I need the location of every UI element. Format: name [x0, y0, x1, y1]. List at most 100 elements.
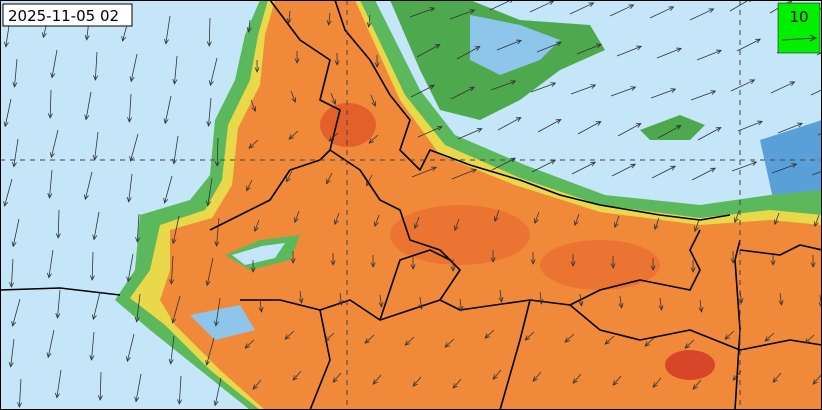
border	[499, 299, 531, 410]
wind-arrow	[246, 179, 253, 192]
wind-arrow	[697, 127, 722, 141]
wind-arrow	[737, 120, 764, 132]
wind-arrow	[214, 297, 221, 327]
wind-arrow	[614, 215, 620, 229]
wind-arrow	[616, 45, 643, 57]
wind-arrow	[91, 291, 101, 321]
wind-arrow	[490, 249, 496, 263]
wind-arrow	[691, 167, 717, 181]
wind-arrow	[657, 125, 682, 139]
wind-arrow	[444, 338, 455, 348]
wind-arrow	[177, 375, 183, 405]
wind-arrow	[366, 174, 373, 187]
wind-arrow	[292, 370, 302, 381]
hot-spot	[320, 103, 376, 147]
wind-arrow	[244, 339, 255, 349]
border	[329, 149, 701, 311]
wind-arrow	[326, 12, 332, 26]
wind-arrow	[694, 219, 700, 233]
wind-arrow	[564, 333, 575, 343]
wind-arrow	[656, 47, 683, 59]
wind-arrow	[658, 297, 664, 311]
wind-arrow	[417, 126, 443, 138]
wind-arrow	[93, 51, 99, 81]
wind-arrow	[252, 379, 262, 390]
wind-arrow	[12, 138, 19, 168]
wind-arrow	[286, 170, 293, 183]
wind-arrow	[770, 81, 796, 94]
gulf-patch	[190, 305, 255, 340]
timestamp: 2025-11-05 02	[8, 7, 119, 25]
wind-arrow	[214, 217, 220, 247]
wind-arrow	[9, 258, 15, 288]
wind-arrow	[812, 374, 822, 385]
wind-arrow	[298, 290, 304, 304]
wind-arrow	[730, 79, 756, 92]
wind-arrow	[374, 214, 380, 228]
wind-arrow	[618, 295, 624, 309]
wind-arrow	[498, 289, 504, 303]
wind-arrow	[250, 99, 257, 113]
wind-arrow	[172, 135, 179, 165]
wind-arrow	[777, 122, 804, 134]
wind-arrow	[404, 336, 415, 346]
hot-spot	[540, 240, 660, 290]
wind-arrow	[206, 97, 212, 127]
wind-arrow	[172, 55, 178, 85]
wind-arrow	[814, 214, 820, 228]
wind-arrow	[684, 339, 695, 349]
wind-arrow	[732, 370, 742, 381]
wind-arrow	[692, 379, 702, 390]
wind-arrow	[497, 117, 522, 131]
wind-arrow	[764, 332, 775, 342]
wind-arrow	[490, 80, 517, 91]
wind-arrow	[731, 161, 758, 172]
precip-east	[640, 115, 705, 140]
wind-arrow	[810, 254, 816, 268]
wind-arrow	[410, 256, 416, 270]
wind-arrow	[338, 292, 344, 306]
wind-arrow	[171, 215, 180, 245]
wind-arrow	[451, 168, 478, 180]
wind-arrow	[374, 54, 380, 68]
border	[734, 239, 741, 410]
inland-patch	[232, 243, 285, 265]
border	[309, 309, 331, 410]
precip-north-blue	[470, 15, 560, 75]
wind-arrow	[294, 50, 300, 64]
wind-arrow	[690, 90, 717, 101]
wind-vectors	[3, 0, 822, 408]
wind-arrow	[290, 90, 297, 104]
wind-arrow	[214, 137, 220, 167]
wind-arrow	[135, 213, 141, 243]
wind-arrow	[205, 337, 215, 366]
wind-arrow	[531, 159, 557, 173]
wind-arrow	[328, 132, 339, 142]
wind-arrow	[368, 134, 379, 144]
wind-arrow	[47, 249, 54, 279]
border	[739, 244, 822, 256]
wind-arrow	[730, 250, 736, 264]
wind-arrow	[617, 123, 642, 137]
wind-arrow	[125, 333, 135, 363]
wind-arrow	[84, 91, 92, 121]
wind-arrow	[412, 376, 422, 387]
wind-arrow	[92, 131, 99, 161]
wind-arrow	[378, 294, 384, 308]
wind-arrow	[326, 172, 333, 185]
wind-arrow	[411, 166, 438, 178]
wind-arrow	[496, 39, 523, 51]
wind-arrow	[651, 165, 677, 179]
wind-arrow	[772, 372, 782, 383]
wind-arrow	[810, 89, 822, 96]
wind-arrow	[11, 218, 20, 248]
wind-arrow	[171, 295, 181, 324]
wind-arrow	[324, 332, 335, 342]
wind-arrow	[206, 177, 213, 207]
wind-arrow	[804, 334, 815, 344]
border	[240, 299, 441, 321]
wind-arrow	[609, 4, 635, 17]
wind-arrow	[126, 253, 134, 283]
wind-arrow	[650, 88, 677, 99]
